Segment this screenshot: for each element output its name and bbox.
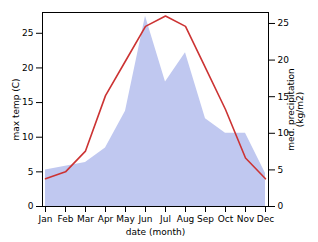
svg-text:med. precipitation(kg/m2): med. precipitation(kg/m2) xyxy=(286,68,305,150)
svg-text:Dec: Dec xyxy=(257,214,274,224)
svg-text:Sep: Sep xyxy=(197,214,214,224)
svg-text:Oct: Oct xyxy=(218,214,234,224)
svg-text:20: 20 xyxy=(278,55,290,65)
svg-text:5: 5 xyxy=(28,167,34,177)
svg-text:Jan: Jan xyxy=(38,214,53,224)
svg-text:25: 25 xyxy=(278,18,289,28)
svg-text:Jun: Jun xyxy=(137,214,152,224)
svg-text:Mar: Mar xyxy=(77,214,94,224)
svg-text:date (month): date (month) xyxy=(126,227,185,237)
svg-text:10: 10 xyxy=(22,132,34,142)
svg-text:5: 5 xyxy=(278,165,284,175)
svg-text:Apr: Apr xyxy=(98,214,114,224)
svg-text:0: 0 xyxy=(278,201,284,211)
svg-text:0: 0 xyxy=(28,201,34,211)
svg-text:Jul: Jul xyxy=(159,214,171,224)
svg-text:Aug: Aug xyxy=(177,214,195,224)
svg-text:25: 25 xyxy=(22,28,33,38)
svg-text:Feb: Feb xyxy=(58,214,74,224)
svg-text:15: 15 xyxy=(277,91,289,102)
svg-text:Nov: Nov xyxy=(237,214,255,224)
svg-text:15: 15 xyxy=(22,97,33,107)
svg-text:20: 20 xyxy=(22,63,34,73)
svg-text:May: May xyxy=(116,214,135,224)
svg-text:10: 10 xyxy=(277,128,289,139)
svg-text:max temp (C): max temp (C) xyxy=(11,78,21,140)
